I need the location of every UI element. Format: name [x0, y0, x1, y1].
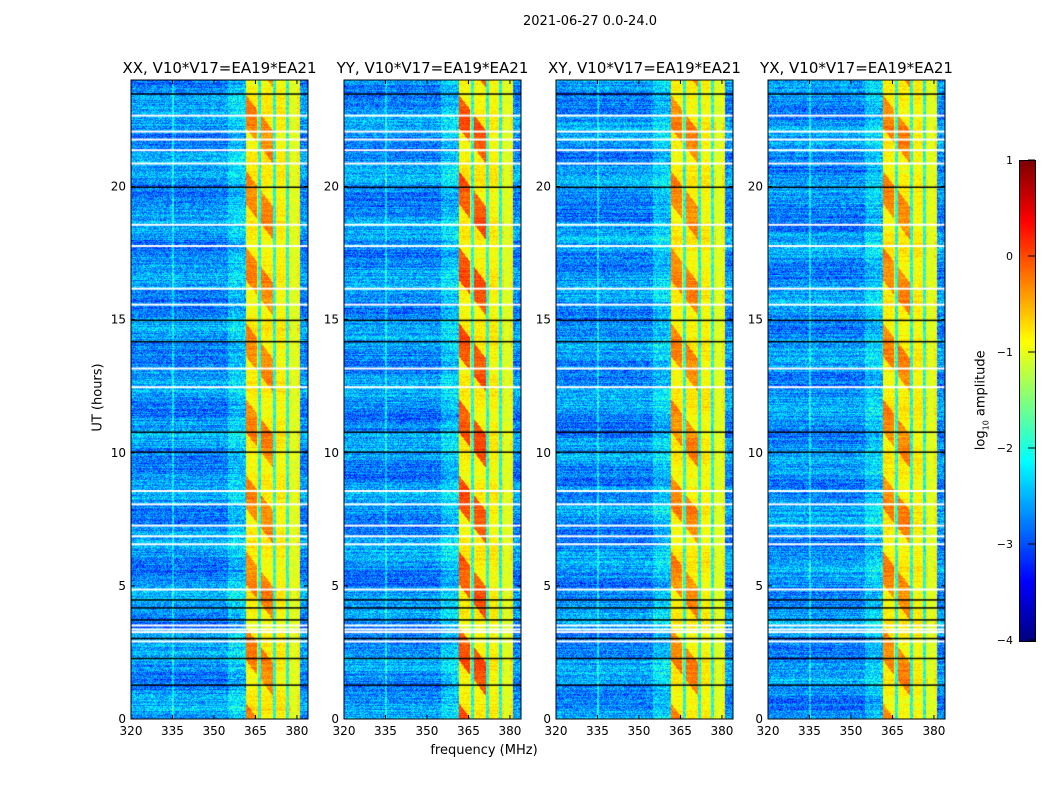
panel-title: YY, V10*V17=EA19*EA21: [336, 59, 529, 77]
y-tick-label: 10: [111, 446, 126, 460]
colorbar-tick-label: −3: [997, 538, 1013, 551]
x-tick-label: 380: [498, 724, 521, 738]
y-tick-label: 15: [536, 313, 551, 327]
y-tick-label: 10: [324, 446, 339, 460]
spectrogram-heatmap: [344, 80, 521, 719]
x-tick-label: 320: [545, 724, 568, 738]
y-tick-label: 0: [543, 712, 551, 726]
x-tick-label: 335: [586, 724, 609, 738]
y-tick-label: 0: [755, 712, 763, 726]
y-tick-label: 5: [755, 579, 763, 593]
x-tick-label: 350: [628, 724, 651, 738]
figure-title: 2021-06-27 0.0-24.0: [523, 14, 657, 29]
x-tick-label: 365: [669, 724, 692, 738]
panel-axes: YY, V10*V17=EA19*EA21 320 335 350 365 380 0 5 10…: [324, 59, 529, 738]
spectrogram-heatmap: [556, 80, 733, 719]
panel-title: XY, V10*V17=EA19*EA21: [548, 59, 741, 77]
y-tick-label: 15: [111, 313, 126, 327]
y-tick-label: 0: [118, 712, 126, 726]
colorbar-tick-label: −4: [997, 634, 1013, 647]
y-tick-label: 5: [543, 579, 551, 593]
x-tick-label: 335: [161, 724, 184, 738]
plot-frame: [767, 79, 946, 720]
x-tick-label: 380: [710, 724, 733, 738]
y-tick-label: 20: [536, 180, 551, 194]
y-tick-label: 10: [748, 446, 763, 460]
colorbar-tick-label: −2: [997, 442, 1013, 455]
panel-axes: XY, V10*V17=EA19*EA21 320 335 350 365 380 0 5 10…: [536, 59, 741, 738]
x-tick-label: 380: [285, 724, 308, 738]
x-axis-label: frequency (MHz): [430, 743, 538, 758]
colorbar-tick-label: 0: [1006, 250, 1013, 263]
y-tick-label: 20: [111, 180, 126, 194]
x-tick-label: 320: [120, 724, 143, 738]
y-tick-label: 0: [331, 712, 339, 726]
y-tick-label: 10: [536, 446, 551, 460]
y-tick-label: 5: [331, 579, 339, 593]
x-tick-label: 365: [881, 724, 904, 738]
spectrogram-heatmap: [131, 80, 308, 719]
plot-frame: [343, 79, 522, 720]
x-tick-label: 365: [457, 724, 480, 738]
y-tick-label: 5: [118, 579, 126, 593]
x-tick-label: 350: [840, 724, 863, 738]
x-tick-label: 335: [374, 724, 397, 738]
y-tick-label: 20: [748, 180, 763, 194]
colorbar-tick-label: 1: [1006, 154, 1013, 167]
plot-frame: [130, 79, 309, 720]
panel-title: YX, V10*V17=EA19*EA21: [759, 59, 953, 77]
y-tick-label: 15: [748, 313, 763, 327]
x-tick-label: 350: [416, 724, 439, 738]
panel-axes: XX, V10*V17=EA19*EA21 320 335 350 365 380 0 5 10…: [111, 59, 317, 738]
panel-title: XX, V10*V17=EA19*EA21: [122, 59, 316, 77]
colorbar-tick-label: −1: [997, 346, 1013, 359]
x-tick-label: 335: [798, 724, 821, 738]
panel-axes: YX, V10*V17=EA19*EA21 320 335 350 365 380 0 5 10…: [748, 59, 953, 738]
y-axis-label: UT (hours): [90, 363, 106, 432]
x-tick-label: 320: [333, 724, 356, 738]
x-tick-label: 350: [203, 724, 226, 738]
colorbar-label: log10 amplitude: [973, 350, 991, 451]
plot-frame: [555, 79, 734, 720]
y-tick-label: 15: [324, 313, 339, 327]
spectrogram-heatmap: [768, 80, 945, 719]
x-tick-label: 365: [244, 724, 267, 738]
colorbar: [1019, 160, 1036, 642]
x-tick-label: 380: [922, 724, 945, 738]
x-tick-label: 320: [757, 724, 780, 738]
y-tick-label: 20: [324, 180, 339, 194]
